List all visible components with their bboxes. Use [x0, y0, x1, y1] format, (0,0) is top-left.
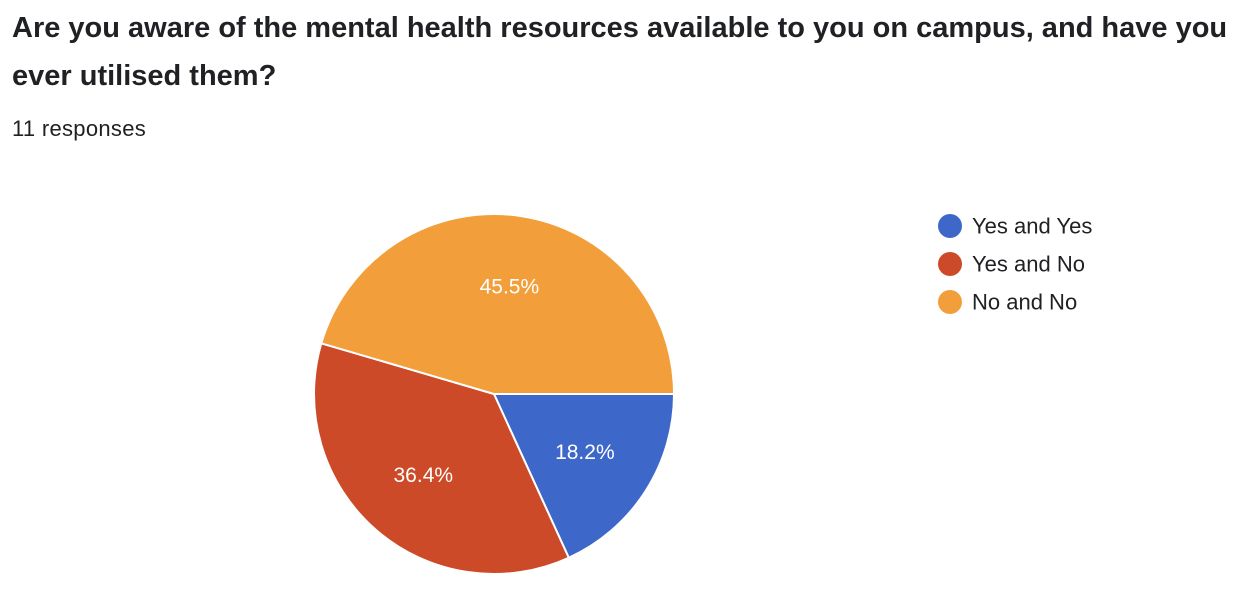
pie-slices	[313, 213, 676, 575]
question-title: Are you aware of the mental health resou…	[12, 12, 1228, 92]
legend-item-no-and-no[interactable]: No and No	[938, 290, 1077, 315]
legend-swatch	[938, 290, 962, 314]
legend-label: No and No	[972, 290, 1077, 315]
legend-label: Yes and No	[972, 252, 1085, 277]
legend-item-yes-and-yes[interactable]: Yes and Yes	[938, 214, 1092, 239]
legend-swatch	[938, 252, 962, 276]
chart-legend: Yes and Yes Yes and No No and No	[938, 214, 1092, 315]
response-count: 11 responses	[12, 116, 147, 141]
pie-slice-yes-and-yes[interactable]	[492, 393, 676, 560]
slice-label-yes-and-no: 36.4%	[394, 464, 454, 487]
pie-slice-no-and-no[interactable]	[320, 213, 676, 395]
legend-item-yes-and-no[interactable]: Yes and No	[938, 252, 1085, 277]
pie-slice-labels: 18.2% 36.4% 45.5%	[394, 276, 615, 488]
slice-label-no-and-no: 45.5%	[480, 276, 540, 299]
legend-label: Yes and Yes	[972, 214, 1092, 239]
slice-label-yes-and-yes: 18.2%	[555, 441, 615, 464]
legend-swatch	[938, 214, 962, 238]
pie-slice-yes-and-no[interactable]	[313, 342, 571, 575]
